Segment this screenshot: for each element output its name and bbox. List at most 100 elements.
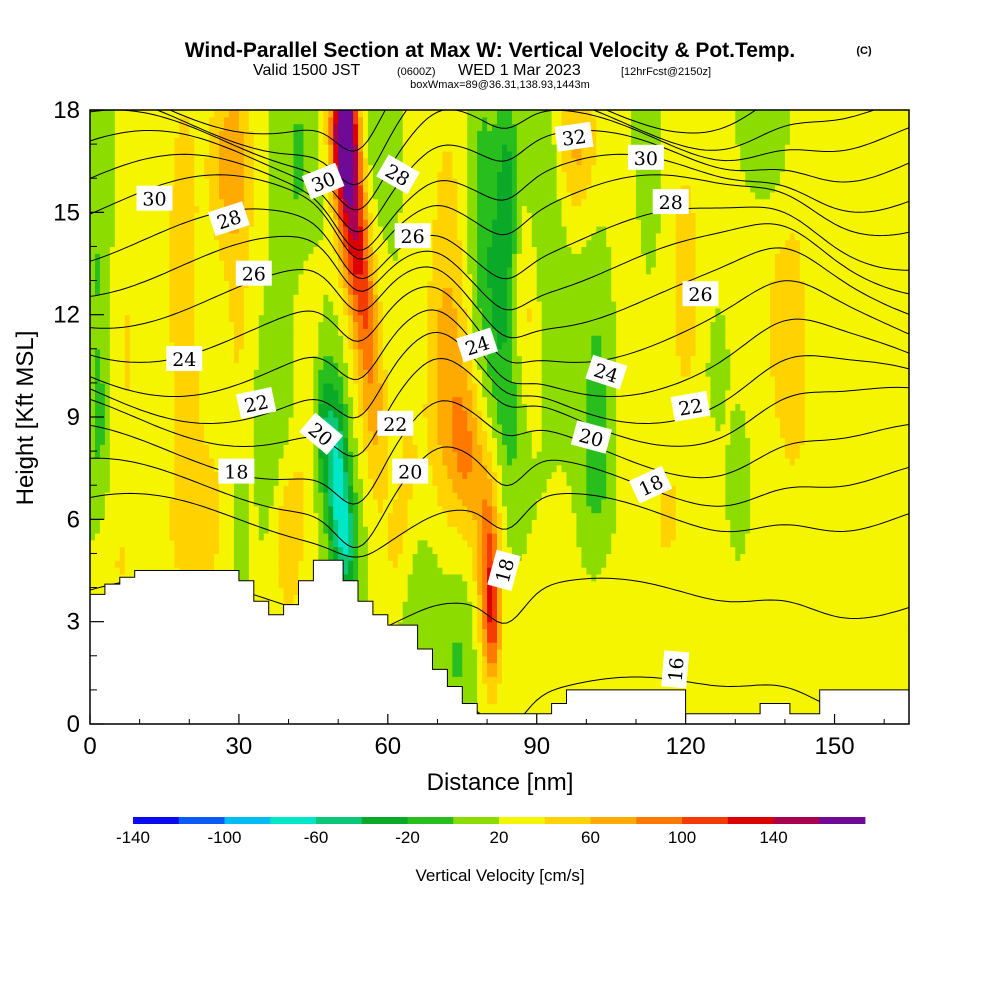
field-cell — [358, 321, 364, 329]
field-cell — [109, 246, 171, 254]
field-cell — [437, 355, 463, 364]
y-tick-label: 0 — [67, 711, 80, 738]
field-cell — [427, 389, 439, 398]
field-cell — [358, 403, 364, 411]
field-cell — [804, 410, 909, 418]
field-cell — [363, 492, 374, 500]
field-cell — [348, 239, 364, 248]
field-cell — [457, 225, 468, 234]
field-cell — [551, 110, 563, 118]
field-cell — [283, 444, 314, 452]
field-cell — [457, 328, 468, 336]
field-cell — [338, 396, 344, 404]
field-cell — [372, 239, 389, 248]
field-cell — [328, 205, 334, 213]
field-cell — [298, 287, 344, 295]
field-cell — [323, 464, 329, 473]
field-cell — [333, 130, 339, 138]
field-cell — [343, 485, 349, 493]
field-cell — [293, 335, 319, 343]
field-cell — [467, 219, 478, 227]
field-cell — [492, 239, 513, 248]
field-cell — [710, 396, 726, 404]
field-cell — [675, 246, 697, 254]
field-cell — [338, 444, 344, 452]
field-cell — [199, 205, 210, 213]
field-cell — [293, 137, 305, 145]
field-cell — [313, 478, 319, 486]
field-cell — [616, 355, 682, 364]
field-cell — [174, 341, 195, 350]
field-cell — [243, 130, 255, 138]
field-cell — [695, 273, 776, 282]
field-cell — [501, 669, 909, 677]
field-cell — [541, 444, 587, 452]
field-cell — [353, 457, 359, 466]
field-cell — [367, 171, 374, 179]
field-cell — [779, 171, 909, 179]
field-cell — [511, 219, 518, 227]
field-cell — [402, 614, 473, 623]
field-cell — [472, 642, 483, 650]
field-cell — [248, 232, 270, 241]
field-cell — [348, 389, 359, 398]
field-cell — [640, 219, 662, 227]
field-cell — [511, 110, 553, 118]
field-cell — [323, 130, 329, 138]
field-cell — [452, 655, 463, 664]
field-cell — [571, 246, 582, 254]
field-cell — [531, 307, 543, 316]
field-cell — [591, 110, 632, 118]
field-cell — [243, 198, 255, 207]
field-cell — [90, 498, 106, 507]
field-cell — [521, 239, 533, 248]
field-cell — [675, 253, 697, 261]
field-cell — [735, 130, 791, 138]
field-cell — [804, 301, 909, 309]
field-cell — [348, 301, 354, 309]
field-cell — [586, 485, 607, 493]
field-cell — [90, 410, 96, 418]
field-cell — [343, 396, 354, 404]
field-cell — [367, 587, 409, 595]
field-cell — [457, 307, 468, 316]
field-cell — [343, 239, 349, 248]
field-cell — [779, 246, 801, 254]
field-cell — [675, 341, 697, 350]
field-cell — [730, 430, 746, 439]
field-cell — [372, 287, 379, 295]
field-cell — [169, 212, 195, 220]
field-cell — [343, 266, 349, 275]
field-cell — [586, 567, 602, 575]
field-cell — [452, 403, 463, 411]
field-cell — [90, 116, 116, 125]
field-cell — [636, 191, 662, 200]
field-cell — [402, 164, 444, 172]
field-cell — [90, 382, 96, 391]
field-cell — [442, 287, 453, 295]
field-cell — [725, 321, 771, 329]
field-cell — [506, 314, 513, 323]
field-cell — [472, 635, 478, 643]
field-cell — [501, 587, 909, 595]
field-cell — [487, 396, 498, 404]
field-cell — [487, 444, 498, 452]
field-cell — [462, 471, 468, 479]
field-cell — [442, 444, 453, 452]
field-cell — [477, 198, 498, 207]
field-cell — [745, 171, 781, 179]
field-cell — [516, 451, 533, 459]
contour-label-box — [218, 458, 255, 484]
field-cell — [209, 451, 255, 459]
field-cell — [194, 287, 230, 295]
field-cell — [586, 191, 637, 200]
field-cell — [348, 478, 354, 486]
field-cell — [169, 498, 220, 507]
field-cell — [477, 171, 498, 179]
field-cell — [363, 232, 369, 241]
field-cell — [487, 362, 513, 370]
field-cell — [402, 157, 444, 166]
field-cell — [194, 164, 205, 172]
field-cell — [353, 362, 359, 370]
field-cell — [730, 417, 746, 425]
